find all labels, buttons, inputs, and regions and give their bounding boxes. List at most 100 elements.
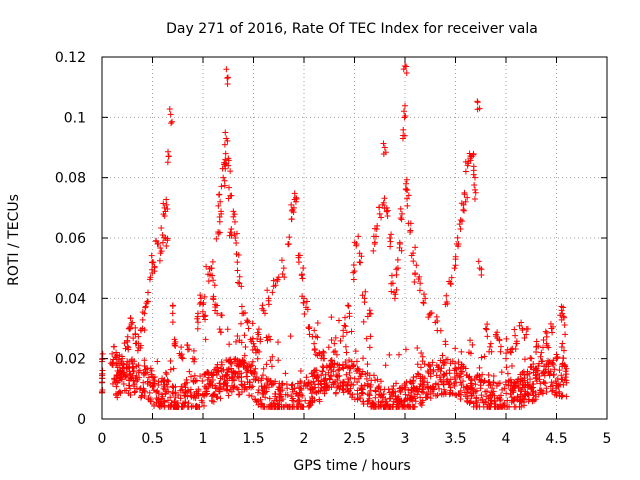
- data-point: [194, 315, 201, 322]
- data-point: [171, 342, 178, 349]
- data-point: [141, 392, 148, 399]
- data-point: [309, 333, 316, 340]
- data-point: [340, 386, 347, 393]
- data-point: [195, 390, 202, 397]
- data-point: [128, 320, 135, 327]
- data-point: [427, 373, 434, 380]
- data-point: [559, 340, 566, 347]
- data-point: [543, 361, 550, 368]
- data-point: [215, 368, 222, 375]
- data-point: [186, 346, 193, 353]
- data-point: [364, 313, 371, 320]
- data-point: [487, 400, 494, 407]
- data-point: [490, 372, 497, 379]
- data-point: [234, 384, 241, 391]
- data-point: [553, 392, 560, 399]
- data-point: [164, 159, 171, 166]
- data-point: [164, 397, 171, 404]
- data-point: [396, 351, 403, 358]
- data-point: [355, 366, 362, 373]
- data-point: [248, 384, 255, 391]
- data-point: [132, 388, 139, 395]
- data-point: [195, 319, 202, 326]
- data-point: [430, 390, 437, 397]
- data-point: [400, 132, 407, 139]
- data-point: [296, 252, 303, 259]
- data-point: [486, 348, 493, 355]
- data-point: [474, 98, 481, 105]
- data-point: [350, 269, 357, 276]
- data-point: [486, 403, 493, 410]
- data-point: [560, 347, 567, 354]
- y-tick-label: 0: [77, 412, 86, 428]
- data-point: [467, 382, 474, 389]
- data-point: [483, 326, 490, 333]
- data-point: [208, 371, 215, 378]
- data-point: [275, 357, 282, 364]
- data-point: [241, 332, 248, 339]
- y-tick-label: 0.06: [55, 231, 86, 247]
- data-point: [455, 391, 462, 398]
- data-point: [334, 373, 341, 380]
- data-point: [355, 233, 362, 240]
- data-point: [158, 402, 165, 409]
- data-point: [401, 380, 408, 387]
- data-point: [145, 396, 152, 403]
- data-point: [354, 367, 361, 374]
- data-point: [346, 369, 353, 376]
- data-point: [133, 340, 140, 347]
- data-point: [304, 306, 311, 313]
- data-point: [138, 394, 145, 401]
- y-tick-label: 0.1: [64, 110, 86, 126]
- data-point: [376, 391, 383, 398]
- data-point: [414, 361, 421, 368]
- data-point: [159, 239, 166, 246]
- data-point: [326, 364, 333, 371]
- data-point: [406, 392, 413, 399]
- data-point: [370, 403, 377, 410]
- data-point: [474, 372, 481, 379]
- data-point: [168, 120, 175, 127]
- data-point: [340, 365, 347, 372]
- data-point: [191, 356, 198, 363]
- data-point: [493, 382, 500, 389]
- data-point: [293, 194, 300, 201]
- data-point: [151, 263, 158, 270]
- data-point: [506, 403, 513, 410]
- data-point: [467, 350, 474, 357]
- data-point: [118, 371, 125, 378]
- data-point: [476, 364, 483, 371]
- data-point: [284, 403, 291, 410]
- data-point: [223, 66, 230, 73]
- data-point: [182, 384, 189, 391]
- data-point: [417, 364, 424, 371]
- data-point: [555, 382, 562, 389]
- data-point: [211, 391, 218, 398]
- data-point: [148, 252, 155, 259]
- data-point: [281, 274, 288, 281]
- data-point: [418, 402, 425, 409]
- data-point: [140, 371, 147, 378]
- data-point: [191, 358, 198, 365]
- data-point: [561, 322, 568, 329]
- data-point: [551, 371, 558, 378]
- data-point: [197, 373, 204, 380]
- data-point: [246, 379, 253, 386]
- data-point: [320, 364, 327, 371]
- x-tick-label: 5: [603, 431, 612, 447]
- data-point: [151, 387, 158, 394]
- data-point: [310, 378, 317, 385]
- data-point: [172, 389, 179, 396]
- data-point: [361, 382, 368, 389]
- x-tick-label: 2: [300, 431, 309, 447]
- data-point: [150, 259, 157, 266]
- data-point: [537, 353, 544, 360]
- data-point: [345, 379, 352, 386]
- data-point: [492, 403, 499, 410]
- data-point: [535, 391, 542, 398]
- data-point: [167, 111, 174, 118]
- data-point: [440, 371, 447, 378]
- data-point: [551, 366, 558, 373]
- data-point: [218, 312, 225, 319]
- data-point: [202, 312, 209, 319]
